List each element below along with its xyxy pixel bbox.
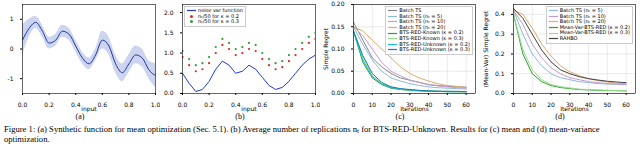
svg-text:0.0: 0.0	[18, 101, 28, 108]
html-text:nₜ/50 for κ = 0.3: nₜ/50 for κ = 0.3	[198, 18, 239, 25]
html-text:(c): (c)	[395, 112, 405, 121]
svg-text:1.5: 1.5	[164, 29, 174, 36]
svg-text:0.3: 0.3	[495, 30, 505, 37]
html-text:BTS-RED-Known (κ = 0.2): BTS-RED-Known (κ = 0.2)	[399, 29, 464, 36]
svg-text:0.0: 0.0	[178, 101, 188, 108]
html-text:Batch TS (nₜ = 10): Batch TS (nₜ = 10)	[559, 12, 606, 19]
svg-text:0.5: 0.5	[164, 69, 174, 76]
svg-text:Iterations: Iterations	[560, 105, 589, 112]
svg-text:0.0: 0.0	[495, 89, 505, 96]
svg-text:50: 50	[604, 101, 612, 108]
svg-text:0.8: 0.8	[284, 101, 294, 108]
svg-text:0.0: 0.0	[164, 89, 174, 96]
svg-text:0.1: 0.1	[495, 70, 505, 77]
svg-text:50: 50	[444, 101, 452, 108]
svg-text:(Mean-Var) Simple Regret: (Mean-Var) Simple Regret	[482, 10, 490, 87]
html-text:Figure 1: (a) Synthetic functi: Figure 1: (a) Synthetic function for mea…	[4, 124, 600, 144]
svg-text:1.0: 1.0	[164, 49, 174, 56]
svg-text:0.2: 0.2	[204, 101, 214, 108]
html-text:(b): (b)	[235, 112, 245, 121]
svg-text:0: 0	[352, 101, 356, 108]
svg-text:60: 60	[622, 101, 630, 108]
svg-text:0.4: 0.4	[71, 101, 81, 108]
html-text:Batch TS (nₜ = 5): Batch TS (nₜ = 5)	[559, 7, 603, 13]
html-text:Mean-Var-BTS-RED (κ = 0.3): Mean-Var-BTS-RED (κ = 0.3)	[559, 29, 630, 36]
svg-text:input: input	[241, 105, 257, 113]
svg-text:0.15: 0.15	[331, 23, 345, 30]
svg-text:0.6: 0.6	[98, 101, 108, 108]
html-text:BTS-RED-Known (κ = 0.3): BTS-RED-Known (κ = 0.3)	[399, 35, 464, 41]
svg-text:0.4: 0.4	[495, 10, 505, 17]
html-text:BTS-RED-Unknown (κ = 0.2): BTS-RED-Unknown (κ = 0.2)	[399, 40, 470, 47]
svg-text:0: 0	[512, 101, 516, 108]
svg-text:0.8: 0.8	[124, 101, 134, 108]
svg-text:1.0: 1.0	[311, 101, 321, 108]
svg-text:10: 10	[528, 101, 536, 108]
svg-text:Iterations: Iterations	[400, 105, 429, 112]
svg-text:0.05: 0.05	[331, 67, 345, 74]
svg-text:1: 1	[10, 15, 14, 22]
html-text:Mean-Var-BTS-RED (κ = 0.2): Mean-Var-BTS-RED (κ = 0.2)	[559, 23, 630, 30]
html-text:noise var function: noise var function	[198, 7, 243, 13]
svg-text:0.6: 0.6	[258, 101, 268, 108]
svg-text:input: input	[81, 105, 97, 113]
html-text:Batch TS (nₜ = 20): Batch TS (nₜ = 20)	[559, 18, 606, 25]
svg-text:60: 60	[462, 101, 470, 108]
svg-text:-1: -1	[8, 75, 14, 82]
svg-text:20: 20	[387, 101, 395, 108]
svg-text:20: 20	[547, 101, 555, 108]
html-text:Batch TS (nₜ = 10): Batch TS (nₜ = 10)	[399, 18, 446, 25]
html-text:nₜ/50 for κ = 0.2: nₜ/50 for κ = 0.2	[198, 12, 239, 19]
svg-text:10: 10	[368, 101, 376, 108]
svg-text:0.20: 0.20	[331, 0, 345, 7]
html-text:(d): (d)	[555, 112, 565, 121]
html-text:Batch TS: Batch TS	[399, 7, 422, 13]
svg-text:0: 0	[10, 45, 14, 52]
html-text:BTS-RED-Unknown (κ = 0.3): BTS-RED-Unknown (κ = 0.3)	[399, 46, 470, 53]
html-text:(a): (a)	[75, 112, 85, 121]
html-text:RAHBO: RAHBO	[559, 35, 578, 41]
html-text:Batch TS (nₜ = 5): Batch TS (nₜ = 5)	[399, 12, 443, 19]
svg-text:0.4: 0.4	[231, 101, 241, 108]
svg-text:0.00: 0.00	[331, 89, 345, 96]
svg-text:Simple Regret: Simple Regret	[322, 27, 330, 70]
svg-text:0.10: 0.10	[331, 45, 345, 52]
html-text:Batch TS (nₜ = 20): Batch TS (nₜ = 20)	[399, 23, 446, 30]
svg-text:1.0: 1.0	[151, 101, 161, 108]
svg-text:0.2: 0.2	[495, 50, 505, 57]
svg-text:0.2: 0.2	[44, 101, 54, 108]
svg-text:2.0: 2.0	[164, 9, 174, 16]
